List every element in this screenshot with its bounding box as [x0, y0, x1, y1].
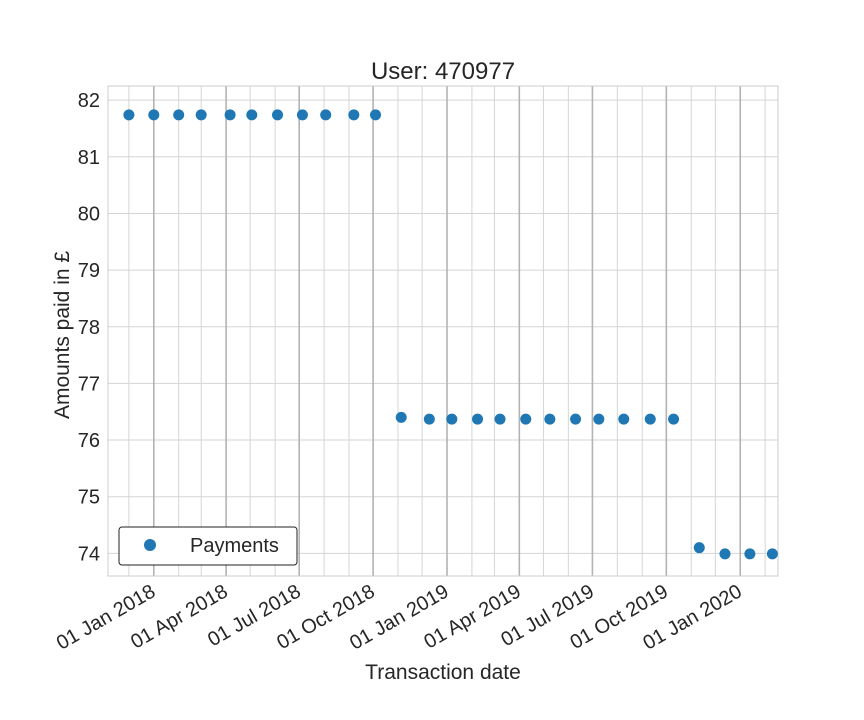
data-point	[593, 413, 605, 425]
data-point	[544, 413, 556, 425]
data-point	[224, 109, 236, 121]
y-tick-label: 76	[78, 430, 100, 452]
plot-area	[108, 86, 778, 576]
data-point	[246, 109, 258, 121]
y-tick-label: 82	[78, 90, 100, 112]
chart-title: User: 470977	[371, 58, 515, 85]
y-tick-label: 74	[78, 543, 100, 565]
y-tick-label: 81	[78, 147, 100, 169]
legend-marker	[144, 539, 156, 551]
y-tick-label: 80	[78, 203, 100, 225]
data-point	[766, 548, 778, 560]
data-point	[348, 109, 360, 121]
data-point	[693, 542, 705, 554]
data-point	[494, 413, 506, 425]
data-point	[423, 413, 435, 425]
data-points	[123, 109, 778, 560]
data-point	[472, 413, 484, 425]
y-tick-label: 78	[78, 317, 100, 339]
data-point	[570, 413, 582, 425]
y-axis-tick-labels: 74 75 76 77 78 79 80 81 82	[78, 90, 100, 565]
data-point	[520, 413, 532, 425]
data-point	[272, 109, 284, 121]
data-point	[195, 109, 207, 121]
y-tick-label: 77	[78, 373, 100, 395]
data-point	[446, 413, 458, 425]
data-point	[320, 109, 332, 121]
y-axis-label: Amounts paid in £	[51, 251, 74, 419]
data-point	[173, 109, 185, 121]
data-point	[296, 109, 308, 121]
y-tick-label: 79	[78, 260, 100, 282]
plot-frame	[107, 85, 779, 577]
data-point	[123, 109, 135, 121]
data-point	[148, 109, 160, 121]
data-point	[395, 411, 407, 423]
y-tick-label: 75	[78, 487, 100, 509]
legend-label: Payments	[190, 535, 279, 557]
x-axis-label: Transaction date	[365, 661, 521, 684]
data-point	[618, 413, 630, 425]
legend-box	[118, 526, 298, 566]
gridlines	[108, 86, 778, 576]
data-point	[744, 548, 756, 560]
data-point	[668, 413, 680, 425]
data-point	[370, 109, 382, 121]
data-point	[719, 548, 731, 560]
legend: Payments	[118, 526, 298, 566]
data-point	[644, 413, 656, 425]
